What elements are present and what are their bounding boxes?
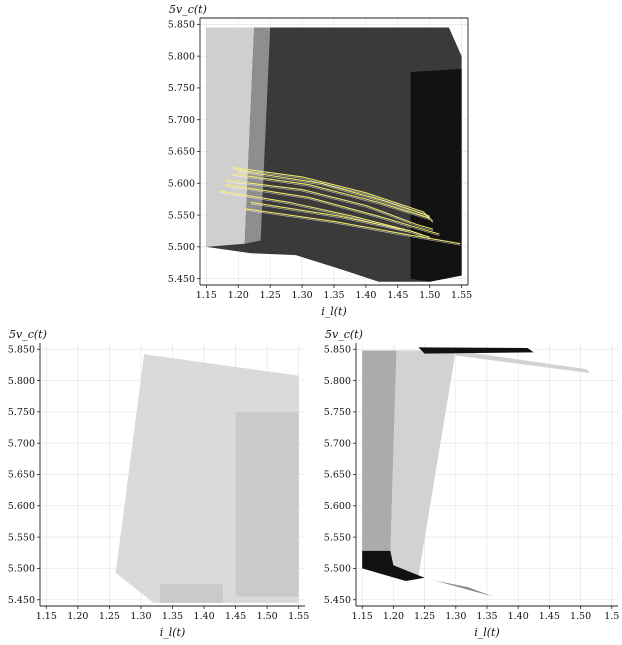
y-tick-label: 5.850: [8, 344, 35, 355]
trajectory-highlight: [250, 203, 430, 240]
trajectory-line: [231, 173, 430, 219]
x-tick-label: 1.50: [257, 611, 278, 622]
y-tick-label: 5.600: [324, 501, 351, 512]
region-black: [418, 347, 534, 354]
trajectory-highlight: [225, 185, 440, 236]
x-tick-label: 1.25: [414, 611, 435, 622]
y-tick-label: 5.500: [8, 564, 35, 575]
y-tick-label: 5.850: [168, 20, 195, 31]
y-tick-label: 5.550: [168, 210, 195, 221]
x-tick-label: 1.40: [355, 290, 376, 301]
region-mid: [362, 350, 397, 556]
region-mid: [235, 411, 299, 597]
y-tick-label: 5.750: [324, 407, 351, 418]
y-tick-label: 5.600: [8, 501, 35, 512]
x-tick-label: 1.15: [196, 290, 217, 301]
x-tick-label: 1.35: [323, 290, 344, 301]
y-axis-label: 5v_c(t): [325, 328, 363, 341]
y-tick-label: 5.700: [168, 115, 195, 126]
x-tick-label: 1.55: [451, 290, 472, 301]
y-tick-label: 5.800: [324, 376, 351, 387]
x-tick-label: 1.40: [508, 611, 529, 622]
trajectory-highlight: [238, 171, 430, 219]
trajectory-line: [238, 170, 430, 217]
x-tick-label: 1.5: [604, 611, 619, 622]
region-black: [410, 68, 462, 282]
y-tick-label: 5.600: [168, 178, 195, 189]
region-light: [390, 350, 456, 576]
y-tick-label: 5.800: [8, 376, 35, 387]
y-tick-labels: 5.450 5.500 5.550 5.600 5.650 5.700 5.750 5.800…: [8, 344, 40, 606]
x-tick-labels: 1.15 1.20 1.25 1.30 1.35 1.40 1.45 1.50 1.5: [352, 606, 619, 622]
x-tick-label: 1.45: [225, 611, 246, 622]
y-tick-label: 5.550: [324, 532, 351, 543]
x-axis-label: i_l(t): [160, 626, 186, 639]
trajectory-highlight: [231, 175, 430, 221]
x-tick-label: 1.30: [292, 290, 313, 301]
x-tick-label: 1.35: [162, 611, 183, 622]
trajectory-line: [244, 208, 461, 245]
y-tick-label: 5.450: [324, 595, 351, 606]
y-tick-label: 5.750: [8, 407, 35, 418]
y-tick-labels: 5.450 5.500 5.550 5.600 5.650 5.700 5.750 5.800…: [324, 344, 356, 606]
trajectory-line: [225, 179, 434, 230]
trajectory-highlight: [244, 209, 461, 246]
y-axis-label: 5v_c(t): [169, 3, 207, 16]
x-tick-label: 1.20: [228, 290, 249, 301]
x-tick-label: 1.15: [36, 611, 57, 622]
y-tick-label: 5.550: [8, 532, 35, 543]
y-tick-label: 5.450: [168, 274, 195, 285]
regions: [115, 354, 299, 603]
region-mid: [159, 584, 223, 603]
region-light: [455, 350, 590, 374]
x-tick-labels: 1.15 1.20 1.25 1.30 1.35 1.40 1.45 1.50 1.55: [36, 606, 309, 622]
x-axis-label: i_l(t): [474, 626, 500, 639]
y-tick-label: 5.850: [324, 344, 351, 355]
x-tick-label: 1.40: [193, 611, 214, 622]
y-tick-label: 5.650: [168, 147, 195, 158]
y-tick-label: 5.650: [324, 470, 351, 481]
y-tick-label: 5.500: [324, 564, 351, 575]
trajectory-line: [225, 184, 440, 235]
region-light: [206, 27, 255, 247]
y-tick-label: 5.500: [168, 242, 195, 253]
chart-panel-1: 1.15 1.20 1.25 1.30 1.35 1.40 1.45 1.50 1.55 5.45…: [168, 3, 472, 318]
x-tick-labels: 1.15 1.20 1.25 1.30 1.35 1.40 1.45 1.50 1.55: [196, 285, 472, 301]
y-tick-label: 5.450: [8, 595, 35, 606]
y-tick-label: 5.750: [168, 83, 195, 94]
y-tick-label: 5.700: [8, 438, 35, 449]
regions: [206, 27, 462, 282]
x-tick-label: 1.15: [352, 611, 373, 622]
region-black: [362, 550, 425, 581]
x-tick-label: 1.35: [476, 611, 497, 622]
x-tick-label: 1.20: [67, 611, 88, 622]
region-mid: [244, 27, 271, 244]
y-tick-label: 5.800: [168, 51, 195, 62]
x-tick-label: 1.25: [260, 290, 281, 301]
x-tick-label: 1.45: [387, 290, 408, 301]
region-dark: [424, 577, 494, 597]
chart-panel-2: 1.15 1.20 1.25 1.30 1.35 1.40 1.45 1.50 1.55 5.45…: [8, 328, 309, 639]
x-tick-label: 1.55: [288, 611, 309, 622]
y-tick-label: 5.700: [324, 438, 351, 449]
x-tick-label: 1.45: [539, 611, 560, 622]
x-tick-label: 1.20: [383, 611, 404, 622]
x-axis-label: i_l(t): [321, 305, 347, 318]
regions: [362, 347, 590, 597]
x-tick-label: 1.50: [419, 290, 440, 301]
y-tick-labels: 5.450 5.500 5.550 5.600 5.650 5.700 5.750 5.800…: [168, 20, 200, 285]
x-tick-label: 1.50: [570, 611, 591, 622]
trajectory-highlight: [225, 181, 433, 231]
x-tick-label: 1.30: [130, 611, 151, 622]
region-dark: [206, 27, 462, 282]
trajectory-outlines: [219, 168, 461, 246]
y-tick-label: 5.650: [8, 470, 35, 481]
x-tick-label: 1.30: [445, 611, 466, 622]
x-tick-label: 1.25: [99, 611, 120, 622]
chart-panel-3: 1.15 1.20 1.25 1.30 1.35 1.40 1.45 1.50 1.5 5.450…: [324, 328, 620, 639]
y-axis-label: 5v_c(t): [9, 328, 47, 341]
trajectories: [219, 166, 461, 245]
